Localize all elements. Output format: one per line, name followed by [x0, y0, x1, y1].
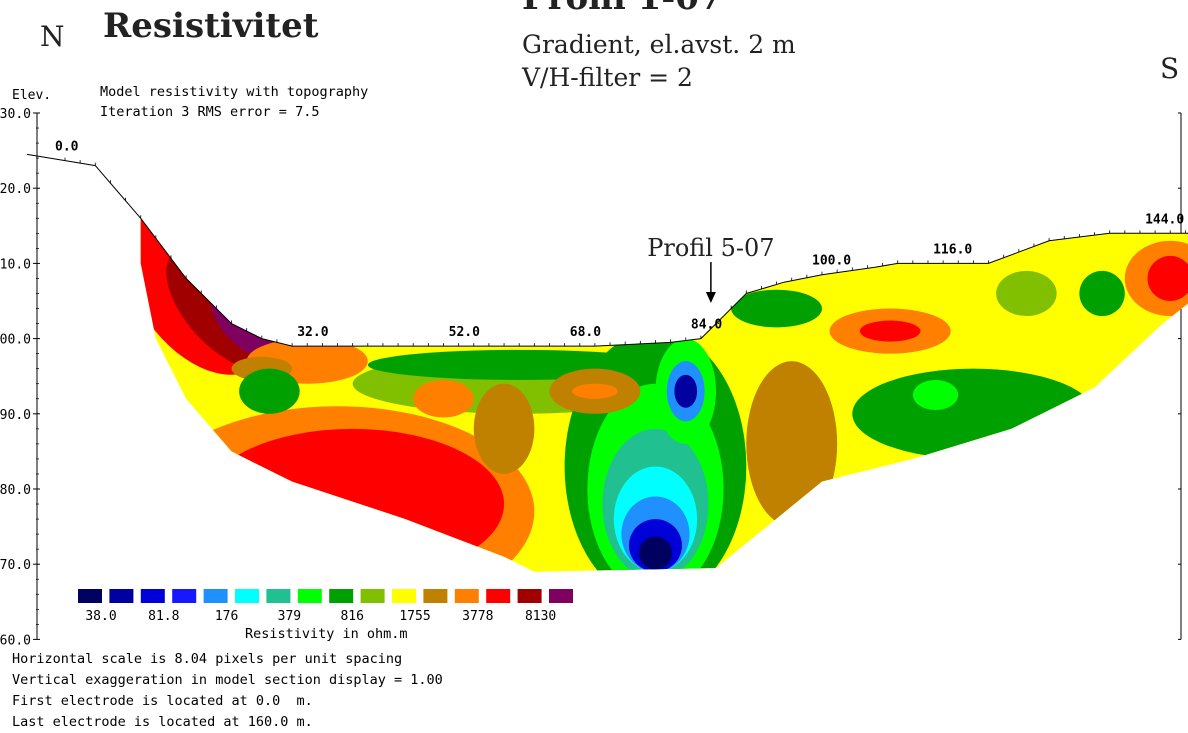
legend-swatch: [172, 589, 197, 603]
y-tick-label: 310.0: [0, 257, 31, 272]
annotation-arrow-head: [705, 292, 716, 303]
footer-line: Last electrode is located at 160.0 m.: [12, 714, 313, 730]
north-label: N: [40, 20, 65, 53]
distance-label: 84.0: [691, 318, 722, 333]
y-tick-label: 260.0: [0, 633, 31, 648]
distance-labels: 0.0 32.0 52.0 68.0 84.0 100.0 116.0 144.0: [55, 140, 1184, 340]
y-tick-label: 330.0: [0, 107, 31, 122]
legend-label: 38.0: [85, 609, 116, 624]
footer-line: First electrode is located at 0.0 m.: [12, 693, 313, 709]
resistivity-zone: [912, 379, 959, 411]
resistivity-zone: [731, 289, 822, 328]
distance-label: 116.0: [933, 242, 972, 257]
legend-swatch: [297, 589, 322, 603]
south-label: S: [1160, 52, 1180, 85]
legend-swatch: [423, 589, 448, 603]
resistivity-model-body: [140, 218, 1188, 572]
filter-description: V/H-filter = 2: [522, 63, 693, 92]
legend-swatch: [517, 589, 542, 603]
array-description: Gradient, el.avst. 2 m: [522, 30, 796, 59]
legend-swatch: [549, 589, 573, 603]
y-tick-label: 280.0: [0, 483, 31, 498]
legend-label: 81.8: [148, 609, 179, 624]
y-tick-label: 320.0: [0, 182, 31, 197]
legend-label: 816: [340, 609, 363, 624]
footer-line: Horizontal scale is 8.04 pixels per unit…: [12, 651, 403, 667]
legend-label: 379: [278, 609, 301, 624]
resistivity-zone: [572, 383, 618, 399]
legend-swatch: [454, 589, 479, 603]
resistivity-zone: [852, 368, 1095, 459]
resistivity-zone: [413, 379, 474, 418]
profile-5-07-label: Profil 5-07: [647, 234, 774, 262]
legend-swatch: [360, 589, 385, 603]
legend-swatch: [266, 589, 291, 603]
y-tick-label: 290.0: [0, 408, 31, 423]
y-tick-label: 270.0: [0, 558, 31, 573]
resistivity-zone: [1079, 270, 1125, 317]
footer-line: Vertical exaggeration in model section d…: [12, 672, 443, 688]
page-title: Resistivitet: [103, 6, 319, 46]
legend-swatch: [486, 589, 511, 603]
resistivity-zone: [1147, 255, 1188, 302]
iteration-text: Iteration 3 RMS error = 7.5: [100, 104, 320, 120]
topography-line: [27, 153, 1188, 347]
resistivity-zone: [746, 361, 838, 527]
resistivity-zone: [859, 320, 921, 342]
legend-label: 176: [215, 609, 238, 624]
legend-swatch: [140, 589, 165, 603]
legend-label: 3778: [462, 609, 493, 624]
legend-label: 8130: [525, 609, 556, 624]
footer-notes: Horizontal scale is 8.04 pixels per unit…: [12, 649, 443, 733]
resistivity-zone: [201, 428, 505, 572]
legend-swatch: [235, 589, 259, 603]
profile-annotation: Profil 5-07: [647, 234, 775, 303]
distance-label: 32.0: [297, 325, 328, 340]
color-legend: 38.0 81.8 176 379 816 1755 3778 8130 Resistivity…: [78, 589, 573, 642]
resistivity-zone: [638, 536, 673, 570]
distance-label: 52.0: [449, 325, 480, 340]
resistivity-zone: [674, 374, 698, 408]
y-axis: 330.0 320.0 310.0 300.0 290.0 280.0 270.0 260.0: [0, 107, 1182, 648]
elevation-axis-label: Elev.: [12, 88, 52, 103]
resistivity-zone: [473, 383, 535, 474]
legend-swatch: [109, 589, 134, 603]
legend-swatch: [78, 589, 102, 603]
distance-label: 0.0: [55, 140, 79, 155]
y-tick-label: 300.0: [0, 333, 31, 348]
legend-swatch: [392, 589, 416, 603]
profile-title: Profil 1-07: [522, 0, 723, 18]
distance-label: 68.0: [570, 325, 601, 340]
resistivity-zone: [239, 368, 300, 414]
model-title: Model resistivity with topography: [100, 84, 369, 100]
resistivity-zone: [996, 270, 1057, 317]
distance-label: 100.0: [812, 254, 851, 269]
legend-swatch: [329, 589, 354, 603]
distance-label: 144.0: [1145, 212, 1184, 227]
legend-title: Resistivity in ohm.m: [245, 626, 408, 642]
legend-swatch: [203, 589, 228, 603]
legend-label: 1755: [399, 609, 430, 624]
